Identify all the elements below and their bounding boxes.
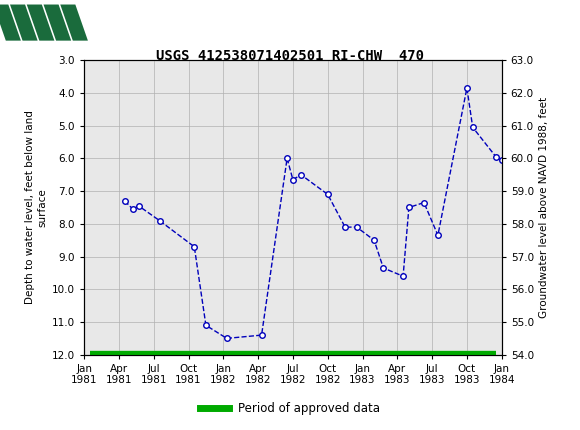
Text: USGS 412538071402501 RI-CHW  470: USGS 412538071402501 RI-CHW 470: [156, 49, 424, 64]
Polygon shape: [60, 4, 88, 41]
Bar: [6, 4, 81, 41]
Polygon shape: [10, 4, 38, 41]
Y-axis label: Depth to water level, feet below land
surface: Depth to water level, feet below land su…: [24, 111, 48, 304]
Y-axis label: Groundwater level above NAVD 1988, feet: Groundwater level above NAVD 1988, feet: [539, 97, 549, 318]
Polygon shape: [44, 4, 71, 41]
Polygon shape: [0, 4, 21, 41]
Polygon shape: [27, 4, 55, 41]
Legend: Period of approved data: Period of approved data: [195, 397, 385, 420]
Text: USGS: USGS: [87, 14, 138, 31]
